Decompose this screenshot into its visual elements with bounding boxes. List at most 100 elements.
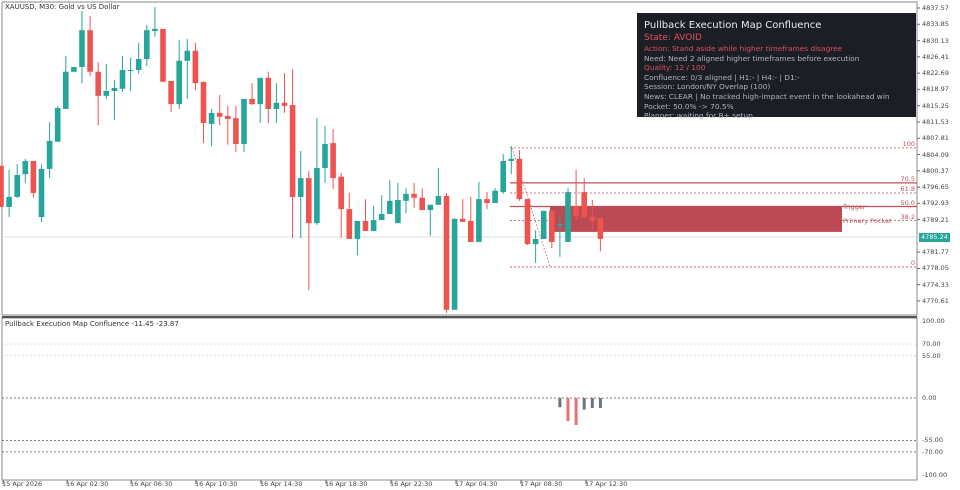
- candle-body: [273, 102, 280, 109]
- candle-body: [6, 196, 12, 207]
- price-tick-label: 4811.53: [922, 117, 949, 126]
- fib-level-label: 38.2: [900, 212, 915, 221]
- candle-body: [573, 206, 579, 217]
- candle-body: [354, 220, 361, 239]
- candle-body: [63, 71, 69, 109]
- indicator-subwindow-title: Pullback Execution Map Confluence -11.45…: [5, 320, 179, 328]
- time-tick-label: 16 Apr 22:30: [390, 480, 433, 488]
- histogram-bar: [558, 398, 562, 408]
- price-tick-label: 4804.09: [922, 150, 949, 159]
- price-tick-label: 4781.77: [922, 248, 949, 257]
- time-tick-label: 16 Apr 10:30: [195, 480, 238, 488]
- price-tick-label: 4800.37: [922, 166, 949, 175]
- candle-body: [257, 77, 263, 105]
- candle-body: [200, 81, 207, 123]
- panel-quality: Quality: 12 / 100: [644, 63, 706, 73]
- candle-body: [241, 98, 247, 144]
- candle-body: [565, 192, 571, 242]
- candle-body: [476, 199, 482, 242]
- confluence-info-panel: Pullback Execution Map Confluence State:…: [637, 13, 916, 120]
- candle-body: [192, 50, 199, 84]
- candle-body: [152, 28, 158, 32]
- candle-body: [338, 176, 344, 210]
- price-tick-label: 4789.21: [922, 215, 949, 224]
- candle-body: [427, 204, 434, 211]
- panel-need: Need: Need 2 aligned higher timeframes b…: [644, 53, 860, 63]
- candle-body: [459, 218, 466, 222]
- candle-body: [30, 161, 37, 193]
- subwindow-level-label: 100.00: [922, 317, 945, 325]
- primary-pocket-label: Primary Pocket: [843, 216, 892, 225]
- candle-body: [330, 143, 336, 179]
- price-tick-label: 4792.93: [922, 199, 949, 208]
- candle-body: [281, 102, 288, 106]
- candle-body: [589, 217, 596, 221]
- fib-level-label: 100: [902, 139, 915, 148]
- subwindow-level-label: 70.00: [922, 340, 941, 349]
- candle-body: [168, 80, 174, 105]
- candle-body: [176, 60, 182, 105]
- subwindow-frame: [1, 317, 918, 481]
- candle-body: [127, 70, 134, 72]
- candle-body: [216, 112, 223, 117]
- fib-level-label: 70.5: [900, 174, 915, 183]
- histogram-bar: [598, 398, 602, 409]
- candle-body: [14, 175, 20, 197]
- candle-body: [557, 224, 563, 226]
- candle-body: [508, 158, 515, 162]
- candle-body: [387, 200, 393, 214]
- candle-body: [314, 168, 320, 224]
- histogram-bar: [566, 398, 570, 422]
- panel-state: State: AVOID: [644, 33, 702, 43]
- panel-planner: Planner: waiting for B+ setup: [644, 111, 753, 121]
- time-tick-label: 16 Apr 14:30: [260, 480, 303, 488]
- candle-body: [435, 196, 442, 205]
- candle-body: [362, 220, 369, 232]
- candle-body: [581, 192, 587, 218]
- histogram-bar: [574, 398, 578, 425]
- candle-body: [249, 98, 255, 105]
- price-tick-label: 4837.57: [922, 4, 949, 12]
- candle-body: [184, 50, 191, 61]
- candle-body: [225, 115, 231, 120]
- price-tick-label: 4818.97: [922, 85, 949, 94]
- price-tick-label: 4774.33: [922, 280, 949, 289]
- price-tick-label: 4807.81: [922, 134, 949, 143]
- candle-body: [597, 217, 604, 239]
- subwindow-level-label: -100.00: [922, 471, 948, 479]
- candle-body: [451, 218, 458, 310]
- candle-body: [322, 143, 328, 169]
- panel-news: News: CLEAR | No tracked high-impact eve…: [644, 91, 890, 101]
- candle-body: [484, 199, 490, 204]
- candle-body: [46, 140, 53, 169]
- histogram-bar: [582, 398, 586, 410]
- price-tick-label: 4833.85: [922, 20, 949, 29]
- candle-body: [265, 77, 272, 109]
- candle-body: [71, 66, 77, 72]
- candle-body: [38, 168, 45, 218]
- candle-body: [111, 87, 118, 92]
- price-tick-label: 4826.41: [922, 52, 949, 61]
- subwindow-level-label: 0.00: [922, 394, 937, 402]
- candle-body: [549, 210, 555, 242]
- symbol-label: XAUUSD, M30: Gold vs US Dollar: [5, 3, 120, 11]
- candle-body: [500, 161, 506, 193]
- time-tick-label: 15 Apr 2026: [2, 480, 43, 488]
- candle-body: [79, 30, 85, 67]
- current-price-label: 4785.24: [919, 233, 950, 242]
- time-tick-label: 16 Apr 06:30: [130, 480, 173, 488]
- fib-level-label: 61.8: [900, 184, 915, 193]
- time-tick-label: 17 Apr 08:30: [520, 480, 563, 488]
- candle-body: [54, 108, 61, 142]
- price-tick-label: 4770.61: [922, 297, 949, 305]
- fib-level-label: 50.0: [900, 198, 915, 207]
- candle-body: [0, 165, 4, 207]
- histogram-bar: [590, 398, 594, 409]
- panel-pocket: Pocket: 50.0% -> 70.5%: [644, 101, 734, 111]
- panel-session: Session: London/NY Overlap (100): [644, 82, 771, 92]
- price-tick-label: 4815.25: [922, 101, 949, 110]
- candle-body: [524, 199, 531, 245]
- candle-body: [395, 199, 401, 224]
- candle-body: [160, 28, 166, 82]
